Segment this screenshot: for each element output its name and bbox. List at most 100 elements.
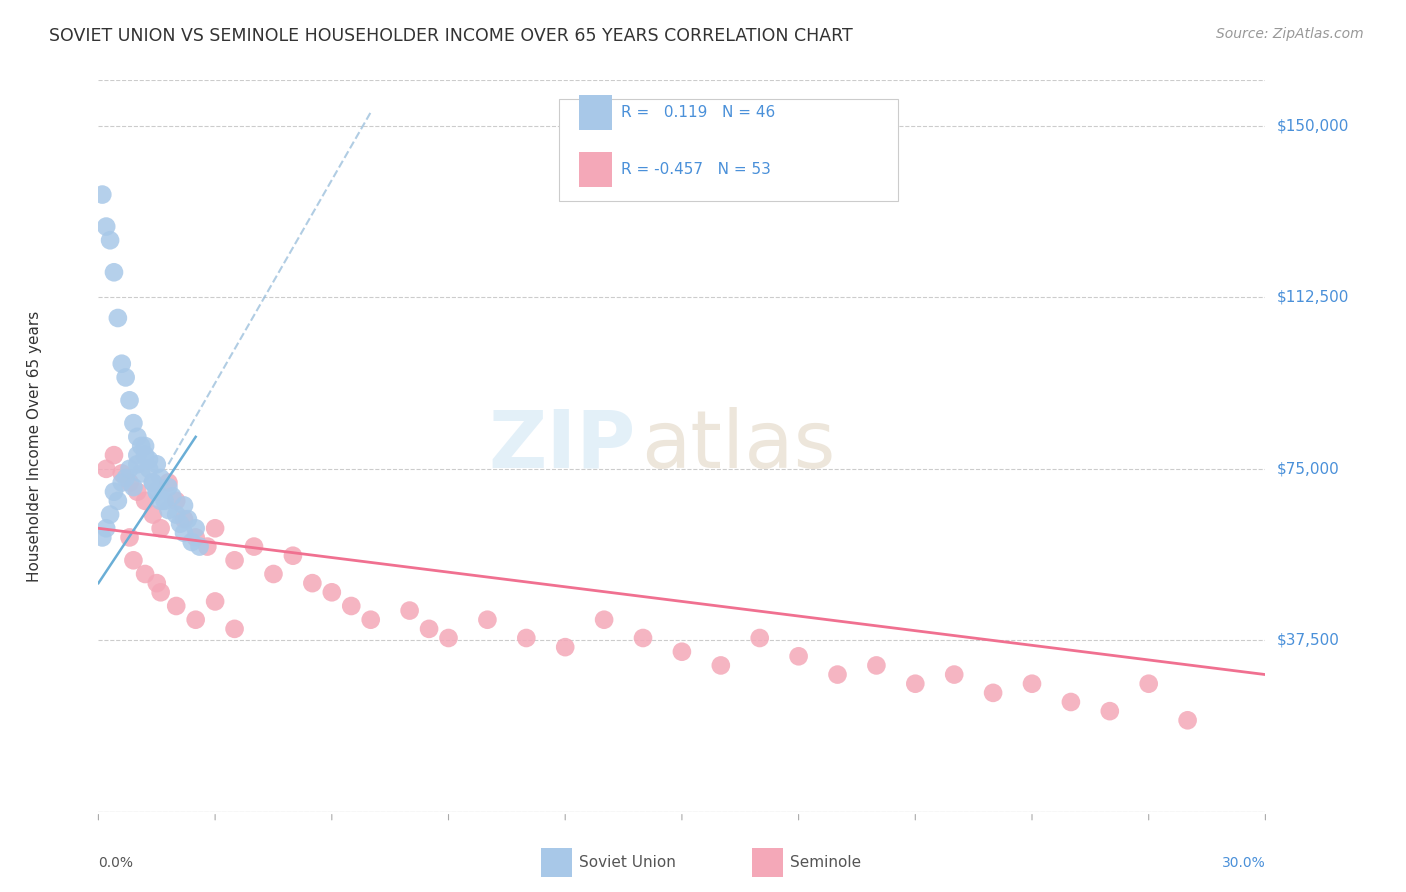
Point xyxy=(748,631,770,645)
Point xyxy=(96,219,118,234)
Point xyxy=(477,613,499,627)
Point xyxy=(165,599,187,613)
Point xyxy=(118,462,141,476)
Point xyxy=(162,489,184,503)
Point xyxy=(127,430,149,444)
Point xyxy=(103,448,125,462)
Point xyxy=(173,525,195,540)
Point xyxy=(281,549,304,563)
Point xyxy=(114,370,136,384)
Point xyxy=(1060,695,1083,709)
Point xyxy=(111,357,134,371)
Point xyxy=(173,499,195,513)
Point xyxy=(1177,714,1199,728)
Point xyxy=(127,484,149,499)
Point xyxy=(129,467,152,481)
Point xyxy=(103,484,125,499)
Point xyxy=(146,484,169,499)
Point xyxy=(243,540,266,554)
Text: R =   0.119   N = 46: R = 0.119 N = 46 xyxy=(621,105,776,120)
Point xyxy=(122,480,145,494)
Point xyxy=(418,622,440,636)
Point xyxy=(157,503,180,517)
Text: $75,000: $75,000 xyxy=(1277,461,1340,476)
Point xyxy=(1098,704,1121,718)
Point xyxy=(904,676,927,690)
Point xyxy=(153,493,176,508)
FancyBboxPatch shape xyxy=(560,99,898,201)
Point xyxy=(204,594,226,608)
Point xyxy=(671,645,693,659)
Point xyxy=(554,640,576,655)
Text: R = -0.457   N = 53: R = -0.457 N = 53 xyxy=(621,162,770,177)
Point xyxy=(149,471,172,485)
Text: $150,000: $150,000 xyxy=(1277,119,1348,134)
Point xyxy=(204,521,226,535)
Text: Seminole: Seminole xyxy=(790,855,862,870)
Text: $37,500: $37,500 xyxy=(1277,632,1340,648)
Point xyxy=(169,516,191,531)
Point xyxy=(122,416,145,430)
Point xyxy=(127,448,149,462)
Point xyxy=(107,311,129,326)
Point xyxy=(157,480,180,494)
Point xyxy=(134,493,156,508)
Point xyxy=(118,530,141,544)
Point xyxy=(138,452,160,467)
Point xyxy=(134,567,156,582)
Point xyxy=(515,631,537,645)
Text: $112,500: $112,500 xyxy=(1277,290,1348,305)
Point xyxy=(1021,676,1043,690)
Point xyxy=(107,493,129,508)
Point xyxy=(142,475,165,490)
Point xyxy=(149,521,172,535)
Point xyxy=(149,585,172,599)
Point xyxy=(146,457,169,471)
Point xyxy=(195,540,218,554)
Point xyxy=(96,462,118,476)
Point xyxy=(118,475,141,490)
Point xyxy=(142,475,165,490)
Point xyxy=(122,553,145,567)
Point xyxy=(165,508,187,522)
Text: SOVIET UNION VS SEMINOLE HOUSEHOLDER INCOME OVER 65 YEARS CORRELATION CHART: SOVIET UNION VS SEMINOLE HOUSEHOLDER INC… xyxy=(49,27,853,45)
Point xyxy=(943,667,966,681)
Point xyxy=(1137,676,1160,690)
Text: atlas: atlas xyxy=(641,407,835,485)
Point xyxy=(180,535,202,549)
Text: Householder Income Over 65 years: Householder Income Over 65 years xyxy=(27,310,42,582)
Point xyxy=(437,631,460,645)
Point xyxy=(134,448,156,462)
Point xyxy=(91,187,114,202)
Point xyxy=(321,585,343,599)
Point xyxy=(360,613,382,627)
Point xyxy=(142,508,165,522)
Point xyxy=(184,530,207,544)
Point xyxy=(111,467,134,481)
Point xyxy=(146,576,169,591)
Point xyxy=(165,493,187,508)
Point xyxy=(173,512,195,526)
Point xyxy=(118,393,141,408)
Text: Source: ZipAtlas.com: Source: ZipAtlas.com xyxy=(1216,27,1364,41)
Point xyxy=(262,567,284,582)
Point xyxy=(865,658,887,673)
Point xyxy=(111,475,134,490)
Point xyxy=(340,599,363,613)
Point xyxy=(157,475,180,490)
Text: ZIP: ZIP xyxy=(488,407,636,485)
Point xyxy=(301,576,323,591)
Point xyxy=(134,439,156,453)
Point xyxy=(91,530,114,544)
Point xyxy=(188,540,211,554)
Text: 30.0%: 30.0% xyxy=(1222,855,1265,870)
Text: 0.0%: 0.0% xyxy=(98,855,134,870)
Point xyxy=(177,512,200,526)
Point xyxy=(98,233,121,247)
Point xyxy=(129,439,152,453)
Text: Soviet Union: Soviet Union xyxy=(579,855,676,870)
Point xyxy=(98,508,121,522)
Bar xyxy=(579,95,612,130)
Point xyxy=(184,521,207,535)
Point xyxy=(631,631,654,645)
